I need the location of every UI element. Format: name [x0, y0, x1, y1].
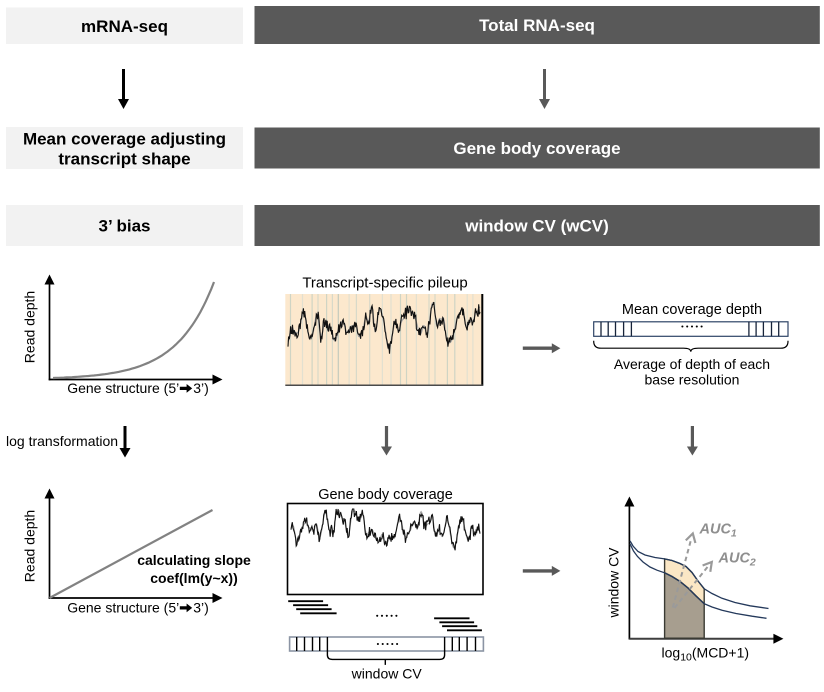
svg-text:log transformation: log transformation: [6, 433, 118, 449]
svg-text:3’): 3’): [193, 600, 209, 616]
svg-text:Gene structure (5’: Gene structure (5’: [67, 380, 179, 396]
svg-text:Total RNA-seq: Total RNA-seq: [479, 16, 595, 35]
svg-text:Gene structure (5’: Gene structure (5’: [67, 600, 179, 616]
svg-text:AUC2: AUC2: [718, 551, 756, 569]
svg-text:window CV: window CV: [351, 666, 423, 682]
svg-text:Read depth: Read depth: [22, 510, 38, 582]
svg-text:coef(lm(y~x)): coef(lm(y~x)): [150, 570, 238, 586]
svg-text:3’ bias: 3’ bias: [99, 217, 151, 236]
svg-text:Gene body coverage: Gene body coverage: [453, 139, 620, 158]
svg-text:transcript shape: transcript shape: [58, 150, 190, 169]
svg-text:Mean coverage adjusting: Mean coverage adjusting: [23, 130, 226, 149]
svg-text:Transcript-specific pileup: Transcript-specific pileup: [302, 275, 467, 292]
svg-text:Average of depth of each: Average of depth of each: [614, 356, 770, 372]
svg-text:3’): 3’): [193, 380, 209, 396]
svg-text:calculating slope: calculating slope: [137, 552, 251, 568]
svg-text:Mean coverage depth: Mean coverage depth: [622, 302, 762, 318]
svg-text:window CV (wCV): window CV (wCV): [464, 217, 609, 236]
svg-text:base resolution: base resolution: [645, 372, 740, 388]
svg-text:window CV: window CV: [606, 547, 622, 619]
svg-text:AUC1: AUC1: [699, 522, 737, 540]
svg-text:Read depth: Read depth: [22, 291, 38, 363]
svg-text:Gene body coverage: Gene body coverage: [318, 487, 453, 503]
svg-text:mRNA-seq: mRNA-seq: [81, 17, 168, 36]
